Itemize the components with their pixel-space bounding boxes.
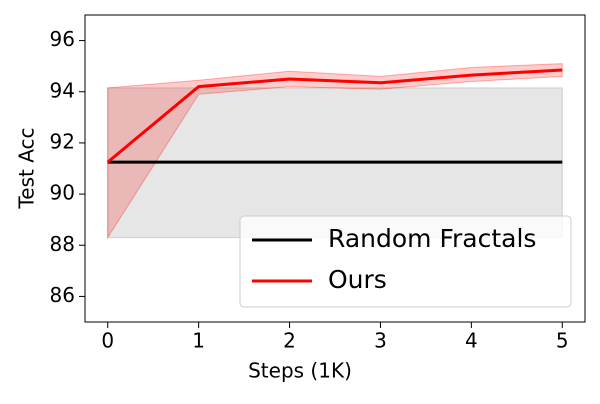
- y-tick-label: 92: [50, 129, 75, 153]
- legend-label: Random Fractals: [328, 224, 536, 253]
- x-tick-label: 3: [374, 329, 387, 353]
- x-axis-label: Steps (1K): [248, 359, 352, 383]
- y-tick-label: 86: [50, 283, 75, 307]
- x-tick-label: 2: [283, 329, 296, 353]
- legend-box: [239, 215, 572, 308]
- legend-label: Ours: [328, 265, 387, 294]
- x-tick-label: 4: [465, 329, 478, 353]
- plot-frame: [84, 14, 586, 323]
- y-axis-label: Test Acc: [15, 127, 39, 209]
- x-tick-label: 1: [192, 329, 205, 353]
- data-line: [106, 68, 563, 164]
- x-tick-label: 5: [556, 329, 569, 353]
- error-band: [107, 63, 563, 240]
- y-tick-label: 94: [50, 78, 75, 102]
- x-tick-label: 0: [101, 329, 114, 353]
- y-tick-label: 96: [50, 27, 75, 51]
- y-tick-label: 90: [50, 181, 75, 205]
- y-tick-label: 88: [50, 232, 75, 256]
